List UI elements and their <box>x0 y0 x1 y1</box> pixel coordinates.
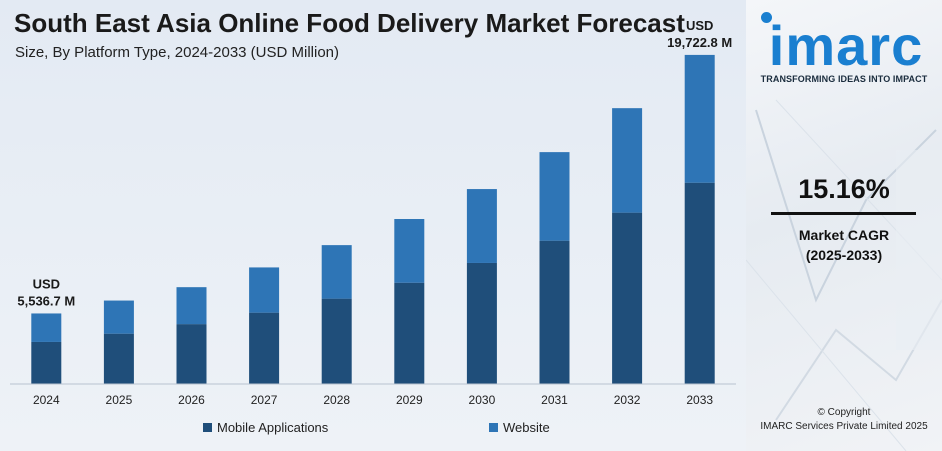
bar-website-2032 <box>612 108 643 213</box>
cagr-label: Market CAGR (2025-2033) <box>746 225 942 265</box>
bar-website-2028 <box>321 245 352 299</box>
bar-mobile-applications-2025 <box>103 333 134 384</box>
bar-mobile-applications-2024 <box>31 341 62 384</box>
x-tick-label-2029: 2029 <box>396 393 423 407</box>
bar-mobile-applications-2032 <box>612 212 643 384</box>
bar-mobile-applications-2026 <box>176 324 207 384</box>
x-tick-label-2025: 2025 <box>106 393 133 407</box>
logo-tagline: TRANSFORMING IDEAS INTO IMPACT <box>760 74 928 84</box>
data-label-2024: USD 5,536.7 M <box>17 276 75 308</box>
x-tick-label-2033: 2033 <box>686 393 713 407</box>
chart-title: South East Asia Online Food Delivery Mar… <box>14 8 685 38</box>
bar-mobile-applications-2028 <box>321 298 352 384</box>
x-tick-label-2024: 2024 <box>33 393 60 407</box>
x-tick-label-2028: 2028 <box>323 393 350 407</box>
bar-website-2031 <box>539 152 570 241</box>
chart-subtitle: Size, By Platform Type, 2024-2033 (USD M… <box>15 44 340 61</box>
cagr-label-line1: Market CAGR <box>798 227 890 243</box>
bar-website-2029 <box>394 219 425 283</box>
bar-website-2024 <box>31 313 62 342</box>
x-tick-label-2032: 2032 <box>614 393 641 407</box>
cagr-value: 15.16% <box>798 174 890 204</box>
bar-website-2026 <box>176 287 207 325</box>
bar-website-2030 <box>466 189 497 263</box>
x-tick-label-2031: 2031 <box>541 393 568 407</box>
legend: Mobile Applications Website <box>0 420 746 438</box>
x-tick-label-2027: 2027 <box>251 393 278 407</box>
bar-chart: 2024 2025 2026 2027 2028 2029 2030 2031 2032 2033… <box>10 18 736 407</box>
legend-label-mobile-applications: Mobile Applications <box>217 420 329 435</box>
logo-dot <box>761 12 772 23</box>
legend-item-mobile-applications: Mobile Applications <box>203 420 328 435</box>
bar-mobile-applications-2027 <box>249 312 280 384</box>
copyright: © Copyright IMARC Services Private Limit… <box>746 406 942 434</box>
background-decoration <box>746 99 942 451</box>
bar-website-2033 <box>684 54 715 183</box>
legend-swatch-mobile-applications <box>203 423 212 432</box>
sidebar-panel: imarc TRANSFORMING IDEAS INTO IMPACT 15.… <box>746 0 942 451</box>
imarc-logo: imarc <box>768 14 924 77</box>
chart-panel: South East Asia Online Food Delivery Mar… <box>0 0 746 451</box>
data-label-2033: USD 19,722.8 M <box>667 18 732 50</box>
copyright-line1: © Copyright <box>817 407 871 418</box>
bar-mobile-applications-2029 <box>394 282 425 384</box>
x-tick-label-2030: 2030 <box>469 393 496 407</box>
bar-website-2025 <box>103 300 134 334</box>
cagr-divider <box>771 212 916 215</box>
legend-label-website: Website <box>503 420 550 435</box>
cagr-label-line2: (2025-2033) <box>805 247 883 263</box>
legend-item-website: Website <box>489 420 550 435</box>
bar-mobile-applications-2033 <box>684 182 715 384</box>
bar-mobile-applications-2030 <box>466 262 497 384</box>
bar-mobile-applications-2031 <box>539 240 570 384</box>
legend-swatch-website <box>489 423 498 432</box>
bar-website-2027 <box>249 267 280 313</box>
copyright-line2: IMARC Services Private Limited 2025 <box>760 421 928 432</box>
x-tick-label-2026: 2026 <box>178 393 205 407</box>
